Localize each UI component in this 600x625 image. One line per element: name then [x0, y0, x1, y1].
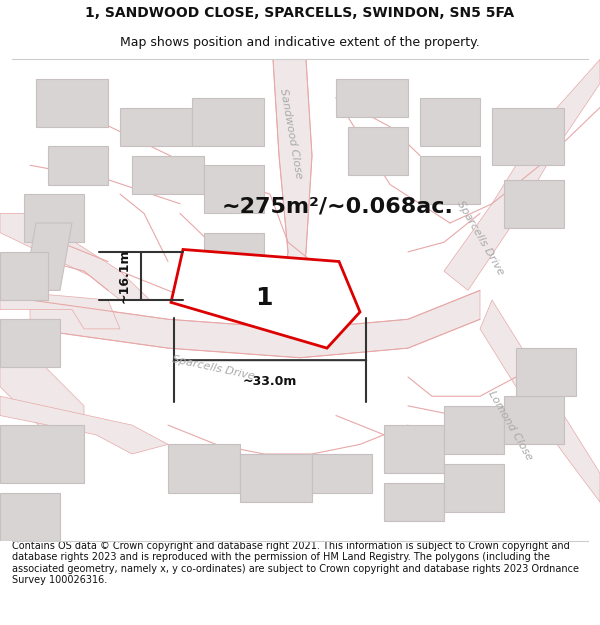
Polygon shape [48, 146, 108, 184]
Polygon shape [36, 79, 108, 127]
Polygon shape [0, 425, 84, 483]
Polygon shape [204, 165, 264, 213]
Polygon shape [0, 213, 150, 300]
Text: ~16.1m: ~16.1m [118, 249, 131, 303]
Polygon shape [384, 483, 444, 521]
Polygon shape [444, 59, 600, 291]
Polygon shape [492, 107, 564, 165]
Polygon shape [204, 232, 264, 271]
Polygon shape [168, 444, 240, 493]
Polygon shape [384, 425, 444, 473]
Text: 1, SANDWOOD CLOSE, SPARCELLS, SWINDON, SN5 5FA: 1, SANDWOOD CLOSE, SPARCELLS, SWINDON, S… [85, 6, 515, 20]
Polygon shape [420, 98, 480, 146]
Text: ~33.0m: ~33.0m [243, 375, 297, 388]
Text: Sandwood Close: Sandwood Close [278, 88, 304, 180]
Polygon shape [312, 454, 372, 493]
Text: Sparcells Drive: Sparcells Drive [171, 354, 255, 381]
Polygon shape [240, 454, 312, 502]
Polygon shape [30, 291, 480, 357]
Polygon shape [504, 396, 564, 444]
Text: Sparcells Drive: Sparcells Drive [455, 199, 505, 276]
Polygon shape [0, 492, 60, 541]
Polygon shape [120, 107, 192, 146]
Text: ~275m²/~0.068ac.: ~275m²/~0.068ac. [222, 196, 454, 216]
Polygon shape [0, 291, 120, 329]
Polygon shape [420, 156, 480, 204]
Polygon shape [480, 300, 600, 502]
Text: Contains OS data © Crown copyright and database right 2021. This information is : Contains OS data © Crown copyright and d… [12, 541, 579, 586]
Polygon shape [228, 281, 288, 314]
Polygon shape [504, 180, 564, 228]
Polygon shape [0, 396, 168, 454]
Polygon shape [24, 194, 84, 242]
Polygon shape [348, 127, 408, 175]
Polygon shape [444, 406, 504, 454]
Polygon shape [0, 252, 48, 300]
Polygon shape [0, 319, 60, 368]
Polygon shape [171, 249, 360, 348]
Polygon shape [192, 98, 264, 146]
Text: Map shows position and indicative extent of the property.: Map shows position and indicative extent… [120, 36, 480, 49]
Polygon shape [516, 348, 576, 396]
Polygon shape [132, 156, 204, 194]
Text: Lomond Close: Lomond Close [486, 389, 534, 462]
Polygon shape [24, 223, 72, 291]
Text: 1: 1 [255, 286, 273, 309]
Polygon shape [444, 464, 504, 512]
Polygon shape [336, 79, 408, 117]
Polygon shape [273, 59, 312, 329]
Polygon shape [0, 357, 84, 435]
